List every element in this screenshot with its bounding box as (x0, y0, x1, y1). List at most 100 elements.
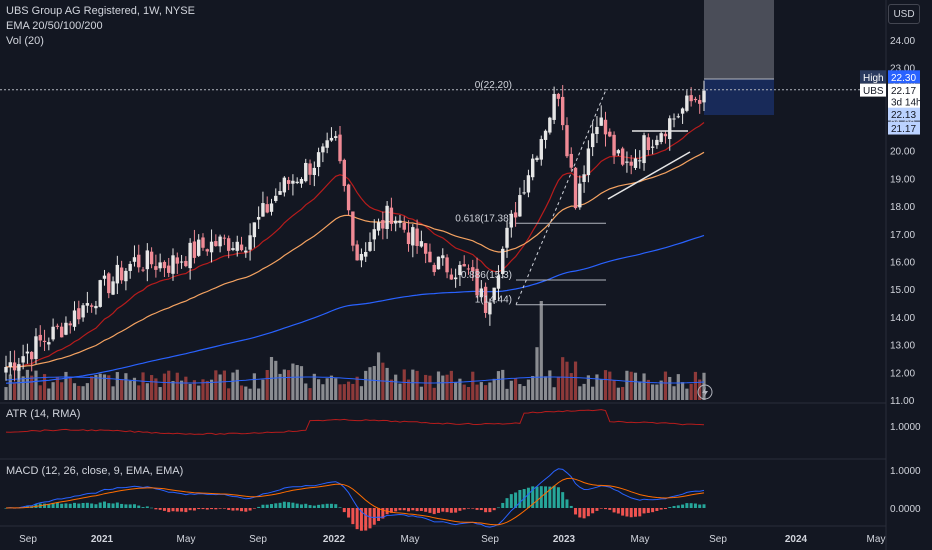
candle-body (646, 137, 651, 151)
position-target-zone (704, 0, 774, 79)
time-tick-label: 2023 (553, 534, 576, 545)
volume-bar (402, 369, 406, 400)
macd-hist-bar (655, 508, 659, 511)
candle-body (321, 146, 325, 153)
volume-bar (274, 360, 278, 400)
volume-bar (218, 374, 222, 400)
candle-body (689, 95, 693, 102)
candle-body (432, 264, 436, 273)
volume-bar (248, 388, 252, 400)
macd-hist-bar (488, 508, 492, 513)
volume-bar (175, 372, 179, 400)
macd-hist-bar (231, 508, 235, 511)
macd-hist-bar (475, 508, 479, 510)
fib-level-label: 0.618(17.38) (455, 213, 512, 224)
macd-hist-bar (154, 508, 158, 510)
macd-hist-bar (389, 508, 393, 513)
lightning-icon-bolt (702, 387, 708, 397)
macd-hist-bar (124, 504, 128, 508)
volume-bar (462, 384, 466, 400)
candle-body (111, 281, 115, 295)
candle-body (342, 159, 346, 186)
currency-button[interactable]: USD (888, 4, 920, 24)
candle-body (231, 248, 235, 250)
candle-body (531, 158, 535, 178)
macd-indicator-label[interactable]: MACD (12, 26, close, 9, EMA, EMA) (6, 465, 184, 477)
candle-body (4, 366, 8, 373)
volume-bar (689, 383, 693, 400)
volume-bar (535, 347, 539, 400)
ema-indicator-label[interactable]: EMA 20/50/100/200 (6, 20, 103, 32)
volume-bar (8, 374, 12, 400)
macd-hist-bar (180, 508, 184, 512)
price-label-box (860, 83, 886, 97)
candle-body (359, 253, 364, 261)
macd-hist-bar (582, 508, 586, 519)
volume-bar (51, 382, 55, 400)
price-tick-label: 19.00 (890, 174, 915, 185)
candle-body (629, 161, 633, 166)
volume-bar (60, 382, 64, 400)
volume-bar (192, 380, 197, 400)
macd-hist-bar (150, 507, 154, 509)
volume-bar (149, 375, 154, 400)
volume-bar (680, 382, 685, 400)
volume-bar (501, 369, 505, 400)
candle-body (471, 267, 475, 272)
volume-bar (702, 372, 706, 400)
volume-bar (197, 385, 201, 400)
macd-hist-bar (514, 492, 518, 508)
volume-bar (188, 383, 192, 400)
volume-bar (342, 384, 346, 400)
macd-hist-bar (317, 504, 321, 508)
macd-hist-bar (158, 508, 162, 510)
atr-indicator-label[interactable]: ATR (14, RMA) (6, 408, 81, 420)
volume-bar (120, 378, 124, 400)
macd-hist-bar (304, 503, 308, 508)
fib-trend-line (515, 89, 607, 305)
volume-bar (646, 379, 650, 400)
volume-bar (454, 382, 458, 400)
price-tick-label: 15.00 (890, 285, 915, 296)
macd-hist-bar (162, 508, 166, 511)
candle-body (381, 220, 385, 229)
time-tick-label: Sep (249, 534, 267, 545)
volume-bar (436, 371, 441, 400)
candle-body (278, 191, 282, 195)
candle-body (505, 227, 509, 248)
volume-bar (205, 380, 209, 400)
macd-hist-bar (621, 508, 625, 516)
candle-body (77, 308, 81, 320)
macd-hist-bar (492, 508, 496, 511)
candle-body (620, 148, 625, 165)
candle-body (603, 119, 608, 135)
candle-body (663, 133, 668, 137)
macd-hist-bar (347, 508, 351, 518)
candle-body (312, 167, 317, 176)
macd-hist-bar (604, 508, 608, 510)
candle-body (167, 265, 171, 273)
candle-body (599, 117, 603, 126)
volume-bar (411, 369, 415, 400)
candle-body (552, 93, 556, 120)
macd-hist-bar (364, 508, 368, 531)
volume-indicator-label[interactable]: Vol (20) (6, 35, 44, 47)
price-label: 22.30 (891, 73, 916, 84)
candle-body (17, 364, 21, 371)
candle-body (608, 131, 612, 137)
candle-body (406, 232, 411, 245)
volume-bar (471, 371, 475, 400)
volume-bar (479, 382, 483, 400)
candle-body (702, 90, 706, 103)
volume-bar (449, 370, 453, 400)
price-tick-label: 18.00 (890, 202, 915, 213)
volume-bar (424, 374, 428, 400)
candle-body (154, 266, 158, 270)
candle-body (218, 236, 222, 247)
macd-hist-bar (415, 508, 419, 512)
volume-bar (282, 369, 286, 400)
candle-body (21, 356, 25, 363)
volume-bar (179, 380, 184, 400)
macd-hist-bar (608, 508, 612, 510)
